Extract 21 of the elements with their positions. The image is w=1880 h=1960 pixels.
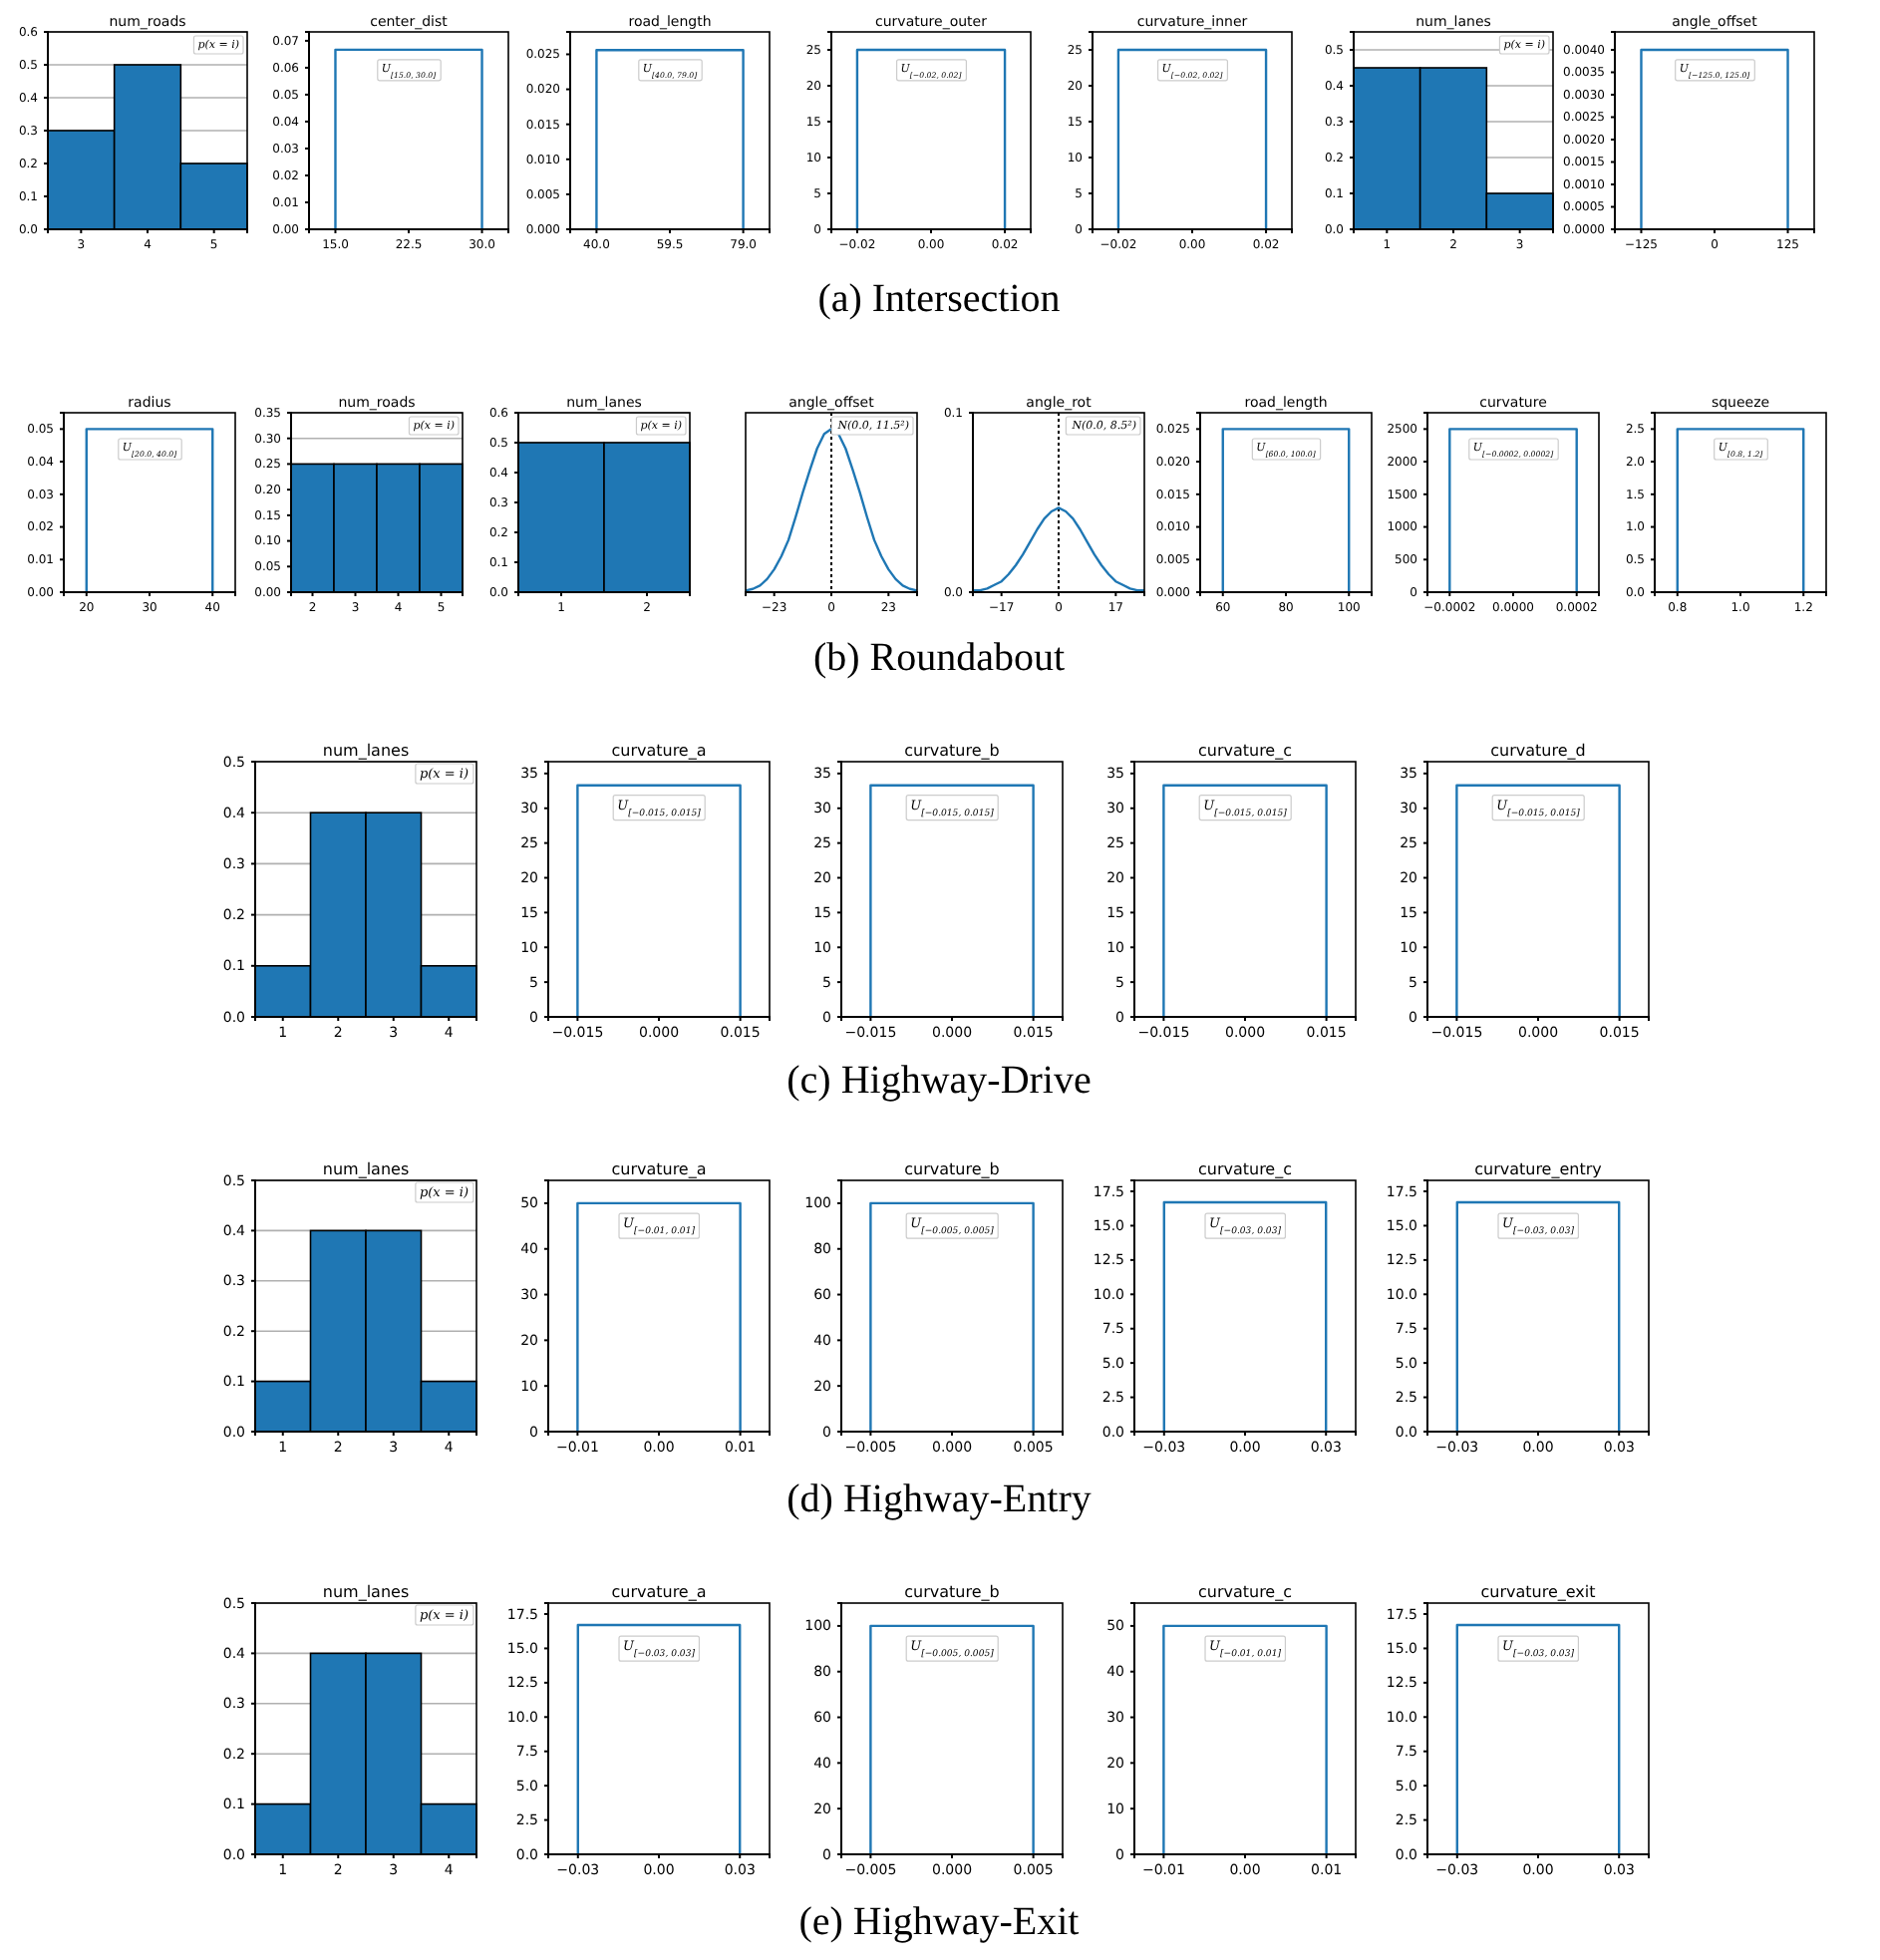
chart-title: curvature_b bbox=[904, 1583, 1000, 1601]
chart-title: num_lanes bbox=[322, 742, 410, 760]
chart-title: curvature_c bbox=[1197, 742, 1293, 760]
chart-title: curvature_b bbox=[904, 1160, 1000, 1178]
text: (d) Highway-Entry bbox=[786, 1477, 1092, 1521]
chart-title: curvature_exit bbox=[1480, 1583, 1596, 1601]
chart-title: curvature_entry bbox=[1474, 1160, 1603, 1178]
text: (e) Highway-Exit bbox=[798, 1900, 1081, 1944]
chart-title: curvature_d bbox=[1490, 742, 1586, 760]
chart-title: curvature_a bbox=[611, 1583, 707, 1601]
line-series bbox=[971, 506, 1146, 592]
chart-title: curvature_a bbox=[611, 1160, 707, 1178]
text: (a) Intersection bbox=[817, 277, 1061, 321]
chart-title: curvature_b bbox=[904, 742, 1000, 760]
text: (b) Roundabout bbox=[812, 636, 1066, 680]
chart-title: curvature_c bbox=[1197, 1160, 1293, 1178]
chart-title: curvature_c bbox=[1197, 1583, 1293, 1601]
text: (c) Highway-Drive bbox=[786, 1059, 1092, 1103]
chart-title: num_lanes bbox=[322, 1160, 410, 1178]
chart-title: num_lanes bbox=[322, 1583, 410, 1601]
chart-title: curvature_a bbox=[611, 742, 707, 760]
